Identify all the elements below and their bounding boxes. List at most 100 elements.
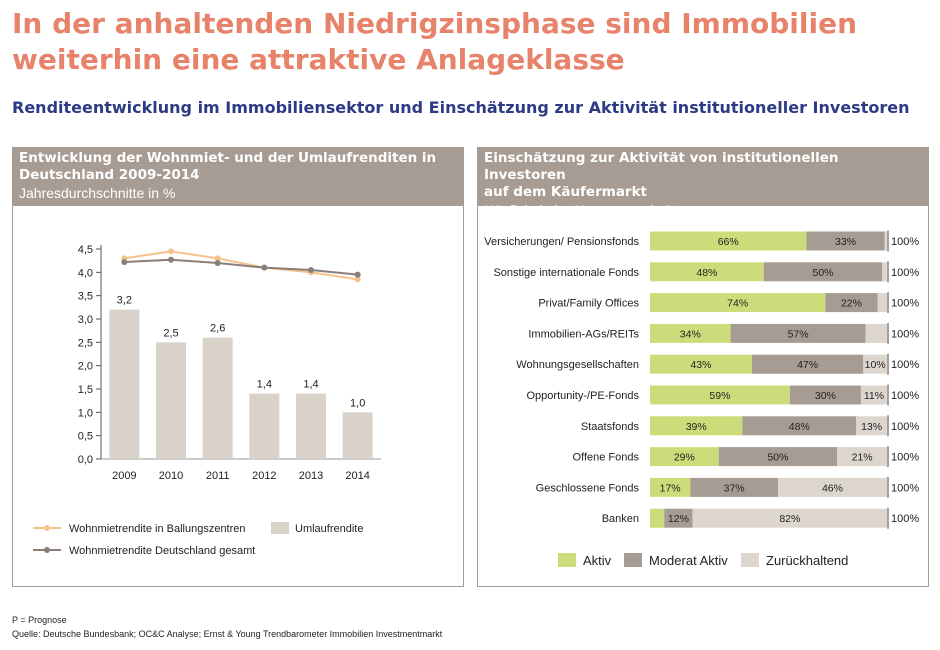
legend-aktiv-swatch (558, 553, 576, 567)
category-label: Staatsfonds (581, 421, 640, 433)
y-tick-label: 0,0 (78, 454, 93, 466)
footnote: P = Prognose (12, 615, 67, 625)
right-panel-subtitle: Häufigkeit der Nennungen in % (484, 202, 678, 218)
segment-value-label: 10% (865, 359, 886, 371)
category-label: Offene Fonds (573, 452, 640, 464)
stacked-segment-zurueckhaltend (860, 385, 887, 405)
left-panel-subtitle: Jahresdurchschnitte in % (19, 185, 176, 201)
legend-zurueckhaltend-label: Zurückhaltend (766, 553, 848, 568)
x-tick-label: 2011 (206, 470, 230, 482)
source-note: Quelle: Deutsche Bundesbank; OC&C Analys… (12, 629, 443, 639)
main-title-line2: weiterhin eine attraktive Anlageklasse (12, 43, 625, 76)
y-tick-label: 3,0 (78, 314, 93, 326)
total-label: 100% (891, 482, 919, 494)
stacked-segment-moderat-aktiv (742, 416, 857, 436)
left-panel: Entwicklung der Wohnmiet- und der Umlauf… (12, 147, 464, 587)
y-tick-label: 4,5 (78, 244, 93, 256)
segment-value-label: 74% (727, 298, 748, 310)
segment-value-label: 59% (709, 390, 730, 402)
segment-value-label: 39% (686, 421, 707, 433)
right-panel-title-line2: auf dem Käufermarkt (484, 184, 648, 200)
legend-ballungszentren-marker (44, 525, 50, 531)
line-point (354, 271, 361, 278)
line-point (214, 255, 221, 262)
investor-activity-chart: Versicherungen/ Pensionsfonds 66% 33% 100% S… (484, 230, 919, 568)
legend-aktiv-label: Aktiv (583, 553, 612, 568)
line-deutschland-gesamt (124, 258, 358, 276)
y-tick-label: 1,5 (78, 384, 93, 396)
bar-value-label: 1,4 (257, 379, 272, 391)
segment-value-label: 66% (718, 236, 739, 248)
bar-value-label: 1,4 (303, 379, 318, 391)
y-tick-label: 2,5 (78, 337, 93, 349)
total-label: 100% (891, 513, 919, 525)
bar-value-label: 2,5 (163, 327, 178, 339)
stacked-segment-zurueckhaltend (884, 231, 887, 251)
stacked-segment-aktiv (650, 323, 731, 343)
stacked-segment-zurueckhaltend (692, 508, 887, 528)
segment-value-label: 17% (660, 482, 681, 494)
category-label: Privat/Family Offices (538, 298, 639, 310)
segment-value-label: 22% (841, 298, 862, 310)
legend-deutschland-gesamt-label: Wohnmietrendite Deutschland gesamt (69, 545, 255, 557)
line-point (168, 248, 174, 255)
segment-value-label: 21% (852, 452, 873, 464)
segment-value-label: 48% (789, 421, 810, 433)
segment-value-label: 50% (767, 452, 788, 464)
left-panel-title-line2: Deutschland 2009-2014 (19, 167, 200, 183)
bar-umlaufrendite (109, 309, 140, 459)
y-tick-label: 0,5 (78, 431, 93, 443)
x-tick-label: 2014 (345, 470, 369, 482)
segment-value-label: 57% (788, 328, 809, 340)
left-panel-header: Entwicklung der Wohnmiet- und der Umlauf… (13, 148, 463, 206)
line-point (121, 259, 128, 266)
bar-value-label: 2,6 (210, 323, 225, 335)
bar-value-label: 1,0 (350, 397, 365, 409)
line-ballungszentren (124, 250, 358, 281)
segment-value-label: 48% (696, 267, 717, 279)
stacked-segment-moderat-aktiv (789, 385, 861, 405)
segment-value-label: 13% (861, 421, 882, 433)
segment-value-label: 33% (835, 236, 856, 248)
stacked-segment-aktiv (650, 293, 826, 313)
left-panel-title-line1: Entwicklung der Wohnmiet- und der Umlauf… (19, 150, 437, 166)
total-label: 100% (891, 359, 919, 371)
category-label: Wohnungsgesellschaften (516, 359, 639, 371)
legend-deutschland-gesamt-marker (44, 547, 50, 553)
right-panel: Einschätzung zur Aktivität von instituti… (477, 147, 929, 587)
stacked-segment-moderat-aktiv (751, 354, 864, 374)
stacked-segment-aktiv (650, 354, 752, 374)
total-label: 100% (891, 421, 919, 433)
total-label: 100% (891, 452, 919, 464)
segment-value-label: 43% (690, 359, 711, 371)
legend-ballungszentren-label: Wohnmietrendite in Ballungszentren (69, 523, 246, 535)
x-tick-label: 2012 (252, 470, 276, 482)
line-point (214, 260, 221, 266)
category-label: Versicherungen/ Pensionsfonds (484, 236, 639, 248)
bar-umlaufrendite (249, 393, 280, 459)
right-panel-title-line1: Einschätzung zur Aktivität von instituti… (484, 150, 839, 183)
legend-umlaufrendite-label: Umlaufrendite (295, 523, 363, 535)
segment-value-label: 47% (797, 359, 818, 371)
total-label: 100% (891, 236, 919, 248)
category-label: Immobilien-AGs/REITs (528, 328, 639, 340)
x-tick-label: 2010 (159, 470, 183, 482)
main-subtitle: Renditeentwicklung im Immobiliensektor u… (12, 98, 910, 117)
stacked-segment-moderat-aktiv (664, 508, 693, 528)
total-label: 100% (891, 267, 919, 279)
stacked-segment-aktiv (650, 262, 764, 282)
stacked-segment-moderat-aktiv (718, 447, 838, 467)
stacked-segment-aktiv (650, 477, 691, 497)
legend-zurueckhaltend-swatch (741, 553, 759, 567)
line-point (308, 267, 314, 273)
bar-umlaufrendite (156, 342, 186, 459)
bar-umlaufrendite (202, 337, 233, 459)
stacked-segment-moderat-aktiv (825, 293, 878, 313)
stacked-segment-moderat-aktiv (690, 477, 778, 497)
stacked-segment-zurueckhaltend (877, 293, 887, 313)
y-tick-label: 1,0 (78, 407, 93, 419)
line-point (168, 256, 174, 263)
segment-value-label: 50% (813, 267, 834, 279)
y-tick-label: 3,5 (78, 291, 93, 303)
y-tick-label: 2,0 (78, 361, 93, 373)
